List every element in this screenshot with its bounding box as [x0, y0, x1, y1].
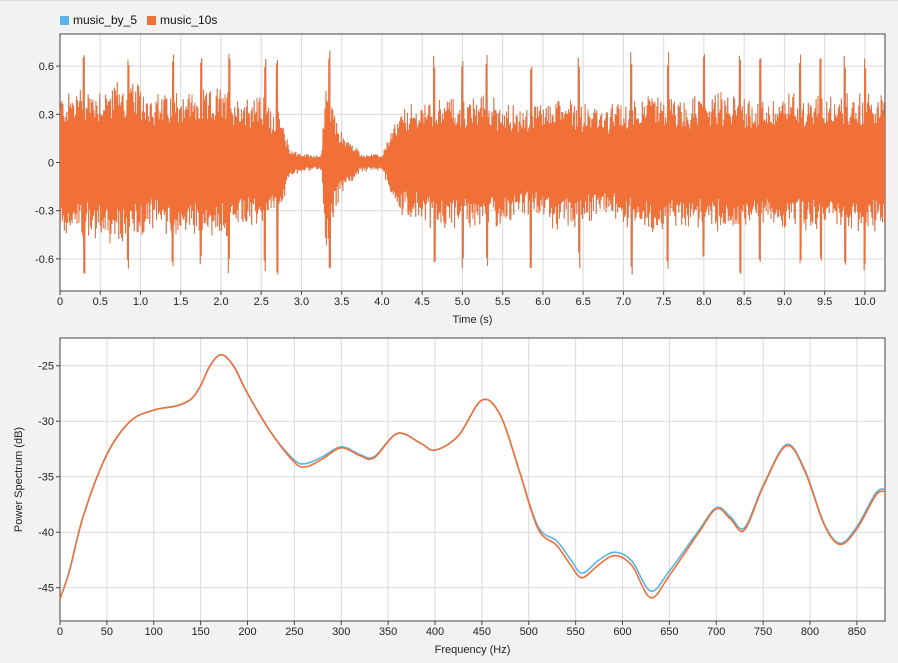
waveform-x-tick-label: 0.5 [93, 296, 108, 308]
spectrum-y-axis-label: Power Spectrum (dB) [13, 427, 25, 532]
waveform-x-tick-label: 5.5 [495, 296, 510, 308]
spectrum-x-tick-label: 700 [707, 626, 725, 638]
spectrum-plot-border [59, 337, 886, 622]
spectrum-y-tick-label: -35 [38, 472, 54, 484]
power-spectrum-chart: 0 50 100 150 200 250 300 350 400 450 500 550 600 650 7… [13, 337, 886, 656]
waveform-series-music-10s [60, 50, 885, 275]
waveform-x-tick-label: 8.0 [696, 296, 711, 308]
waveform-x-tick-label: 1.5 [173, 296, 188, 308]
spectrum-x-tick-label: 800 [801, 626, 819, 638]
waveform-x-tick-label: 3.0 [294, 296, 309, 308]
waveform-x-tick-label: 8.5 [736, 296, 751, 308]
legend-swatch-music-10s [147, 15, 157, 25]
waveform-x-tick-label: 6.5 [576, 296, 591, 308]
spectrum-x-tick-label: 400 [426, 626, 444, 638]
spectrum-x-axis-label: Frequency (Hz) [435, 644, 511, 656]
waveform-x-tick-label: 0 [57, 296, 63, 308]
spectrum-y-tick-label: -30 [38, 416, 54, 428]
waveform-x-tick-label: 2.0 [213, 296, 228, 308]
spectrum-x-tick-label: 600 [613, 626, 631, 638]
spectrum-y-tick-label: -25 [38, 361, 54, 373]
spectrum-x-tick-label: 200 [238, 626, 256, 638]
waveform-x-tick-label: 9.5 [817, 296, 832, 308]
legend-swatch-music-by-5 [60, 15, 69, 25]
waveform-x-tick-label: 9.0 [777, 296, 792, 308]
spectrum-x-tick-label: 50 [101, 626, 113, 638]
spectrum-x-tick-label: 300 [332, 626, 350, 638]
spectrum-y-tick-label: -40 [38, 527, 54, 539]
spectrum-x-tick-label: 250 [285, 626, 303, 638]
waveform-x-tick-label: 6.0 [535, 296, 550, 308]
waveform-x-tick-label: 4.5 [415, 296, 430, 308]
legend: music_by_5 music_10s [60, 11, 227, 29]
waveform-y-tick-label: 0.6 [39, 61, 54, 73]
waveform-x-tick-label: 3.5 [334, 296, 349, 308]
waveform-x-tick-label: 7.0 [616, 296, 631, 308]
waveform-y-tick-label: 0.3 [39, 109, 54, 121]
waveform-y-tick-label: -0.6 [35, 254, 54, 266]
waveform-x-tick-label: 7.5 [656, 296, 671, 308]
spectrum-y-tick-label: -45 [38, 583, 54, 595]
waveform-x-tick-label: 5.0 [455, 296, 470, 308]
legend-item-music-by-5[interactable]: music_by_5 [60, 13, 137, 27]
spectrum-x-tick-label: 500 [520, 626, 538, 638]
spectrum-x-tick-label: 350 [379, 626, 397, 638]
spectrum-x-tick-label: 750 [754, 626, 772, 638]
legend-item-music-10s[interactable]: music_10s [147, 13, 217, 27]
waveform-x-tick-label: 10.0 [854, 296, 875, 308]
waveform-y-tick-label: -0.3 [35, 206, 54, 218]
spectrum-x-tick-label: 100 [145, 626, 163, 638]
waveform-x-tick-label: 2.5 [254, 296, 269, 308]
spectrum-x-tick-label: 450 [473, 626, 491, 638]
time-domain-chart: 0 0.5 1.0 1.5 2.0 2.5 3.0 3.5 4.0 4.5 5.0 5.5 6.0 6.5… [35, 33, 886, 326]
waveform-y-tick-label: 0 [48, 158, 54, 170]
legend-label-music-10s: music_10s [160, 13, 218, 27]
spectrum-x-tick-label: 550 [566, 626, 584, 638]
spectrum-x-tick-label: 850 [848, 626, 866, 638]
legend-label-music-by-5: music_by_5 [73, 13, 138, 27]
spectrum-x-tick-label: 0 [57, 626, 63, 638]
waveform-x-axis-label: Time (s) [453, 314, 493, 326]
waveform-x-tick-label: 1.0 [133, 296, 148, 308]
spectrum-plot-area [59, 337, 886, 622]
spectrum-series-music-10s [60, 353, 885, 600]
waveform-x-tick-label: 4.0 [374, 296, 389, 308]
spectrum-x-tick-label: 650 [660, 626, 678, 638]
spectrum-x-tick-label: 150 [191, 626, 209, 638]
